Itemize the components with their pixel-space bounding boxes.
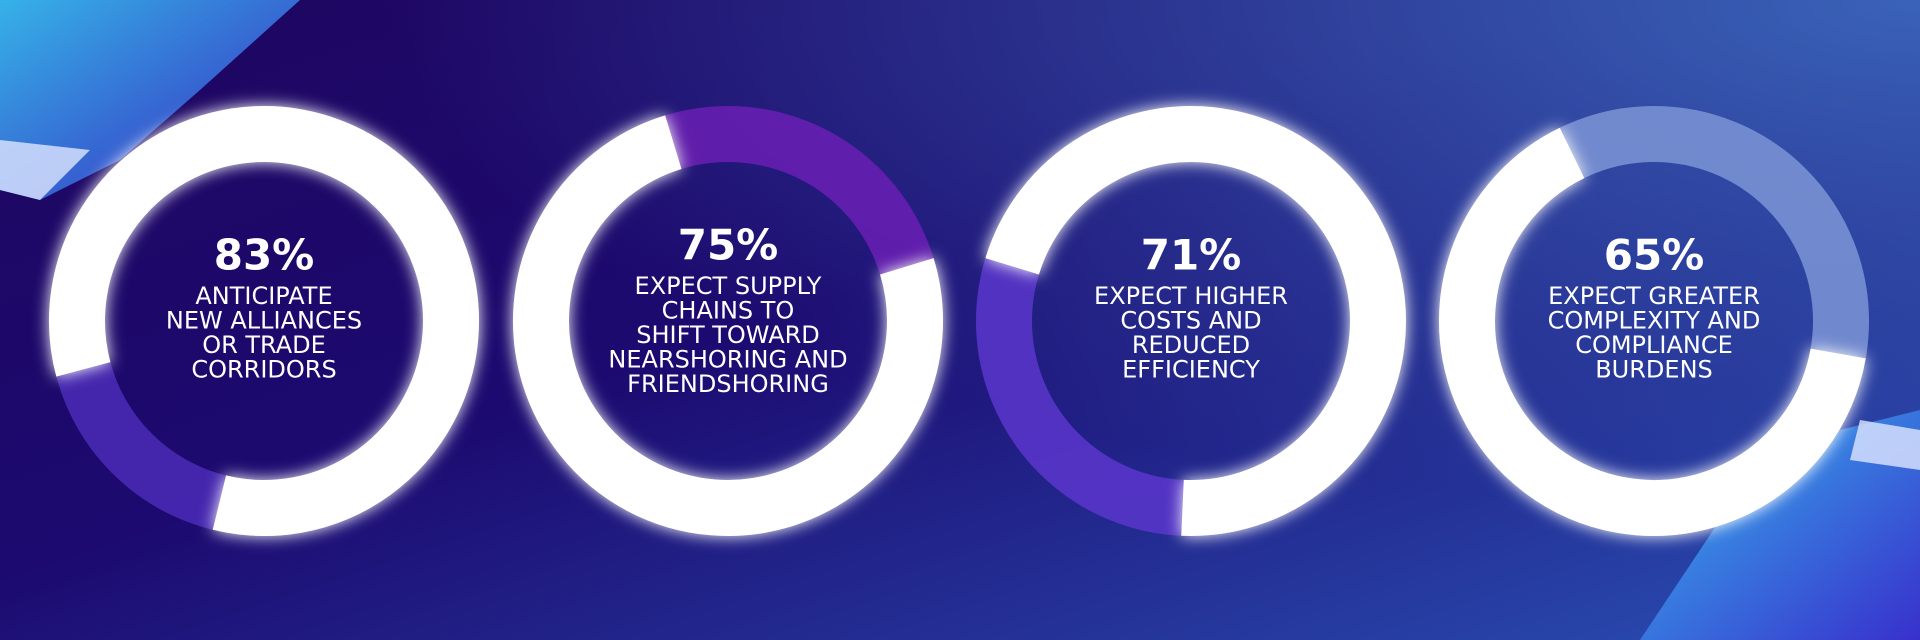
caption-line: REDUCED — [1132, 331, 1250, 359]
donut-arc — [985, 106, 1406, 536]
caption-line: COMPLEXITY AND — [1548, 307, 1761, 335]
percent-label: 65% — [1604, 231, 1705, 280]
caption-line: CHAINS TO — [662, 297, 795, 325]
percent-label: 75% — [678, 221, 779, 270]
crystal-decor — [1640, 410, 1920, 640]
caption-line: CORRIDORS — [191, 356, 336, 384]
percent-label: 83% — [214, 231, 315, 280]
donut-arc — [49, 106, 479, 536]
caption-line: EXPECT GREATER — [1548, 282, 1760, 310]
percent-label: 71% — [1141, 231, 1242, 280]
caption-line: ANTICIPATE — [195, 282, 332, 310]
caption-line: SHIFT TOWARD — [636, 321, 820, 349]
crystal-decor — [0, 140, 90, 200]
caption-line: NEARSHORING AND — [608, 346, 847, 374]
caption-line: COMPLIANCE — [1575, 331, 1733, 359]
caption-line: EFFICIENCY — [1122, 356, 1260, 384]
caption-line: BURDENS — [1595, 356, 1713, 384]
donut-arc — [1439, 127, 1866, 536]
crystal-decor — [1850, 420, 1920, 470]
caption-line: COSTS AND — [1120, 307, 1261, 335]
donut-arc — [513, 115, 943, 536]
caption-line: EXPECT SUPPLY — [635, 272, 822, 300]
caption-line: OR TRADE — [202, 331, 326, 359]
caption-line: FRIENDSHORING — [627, 370, 829, 398]
caption-line: NEW ALLIANCES — [166, 307, 362, 335]
caption-line: EXPECT HIGHER — [1094, 282, 1288, 310]
